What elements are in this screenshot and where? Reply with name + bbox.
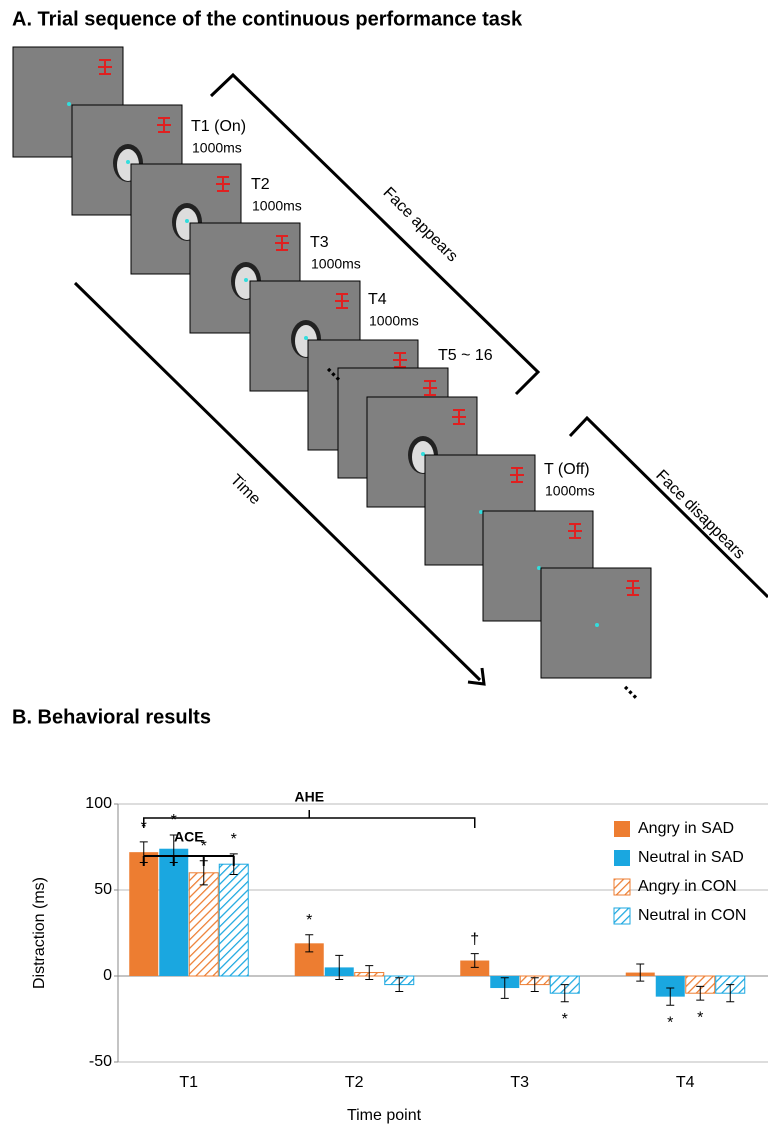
frame-label: T3 [310, 234, 329, 251]
bar [159, 849, 188, 976]
frame [541, 568, 651, 678]
frame-label: T (Off) [544, 461, 590, 478]
fixation [479, 510, 483, 514]
bar [189, 873, 218, 976]
x-tick-label: T1 [179, 1074, 198, 1091]
fixation [421, 452, 425, 456]
x-tick-label: T3 [510, 1074, 529, 1091]
fixation [537, 566, 541, 570]
panel-b-title: B. Behavioral results [12, 706, 211, 728]
ahe-bracket [144, 810, 475, 828]
time-label: Time [227, 471, 264, 508]
significance-mark: * [171, 812, 177, 829]
legend-label: Neutral in CON [638, 907, 746, 924]
legend-label: Angry in CON [638, 878, 737, 895]
bar [129, 852, 158, 976]
ace-label: ACE [174, 829, 204, 845]
y-tick-label: -50 [89, 1053, 112, 1070]
legend-swatch [614, 908, 630, 924]
y-tick-label: 0 [103, 967, 112, 984]
y-axis-title: Distraction (ms) [31, 877, 48, 989]
x-tick-label: T2 [345, 1074, 364, 1091]
ahe-label: AHE [294, 789, 324, 805]
x-axis-title: Time point [347, 1107, 422, 1124]
frame-duration: 1000ms [369, 313, 419, 329]
significance-mark: † [470, 931, 479, 948]
bar [219, 864, 248, 976]
legend-swatch [614, 850, 630, 866]
legend-swatch [614, 879, 630, 895]
fixation [185, 219, 189, 223]
frame-label: T1 (On) [191, 118, 246, 135]
frame-duration: 1000ms [252, 198, 302, 214]
page: A. Trial sequence of the continuous perf… [0, 0, 768, 1128]
panel-a-title: A. Trial sequence of the continuous perf… [12, 8, 523, 30]
y-tick-label: 100 [85, 795, 112, 812]
significance-mark: * [562, 1011, 568, 1028]
frame-label: T5 ~ 16 [438, 347, 493, 364]
x-tick-label: T4 [676, 1074, 695, 1091]
legend-swatch [614, 821, 630, 837]
frame-duration: 1000ms [192, 140, 242, 156]
y-tick-label: 50 [94, 881, 112, 898]
fixation [595, 623, 599, 627]
significance-mark: * [667, 1014, 673, 1031]
legend-label: Angry in SAD [638, 820, 734, 837]
frame-label: T4 [368, 291, 387, 308]
fixation [126, 160, 130, 164]
fixation [244, 278, 248, 282]
face-disappears-label: Face disappears [652, 467, 748, 563]
figure: A. Trial sequence of the continuous perf… [0, 0, 768, 1128]
frame-label: T2 [251, 176, 270, 193]
face-appears-label: Face appears [380, 184, 461, 265]
significance-mark: * [697, 1009, 703, 1026]
legend-label: Neutral in SAD [638, 849, 744, 866]
frame-duration: 1000ms [311, 256, 361, 272]
significance-mark: * [231, 831, 237, 848]
significance-mark: * [306, 912, 312, 929]
fixation [304, 336, 308, 340]
frame-duration: 1000ms [545, 483, 595, 499]
fixation [67, 102, 71, 106]
